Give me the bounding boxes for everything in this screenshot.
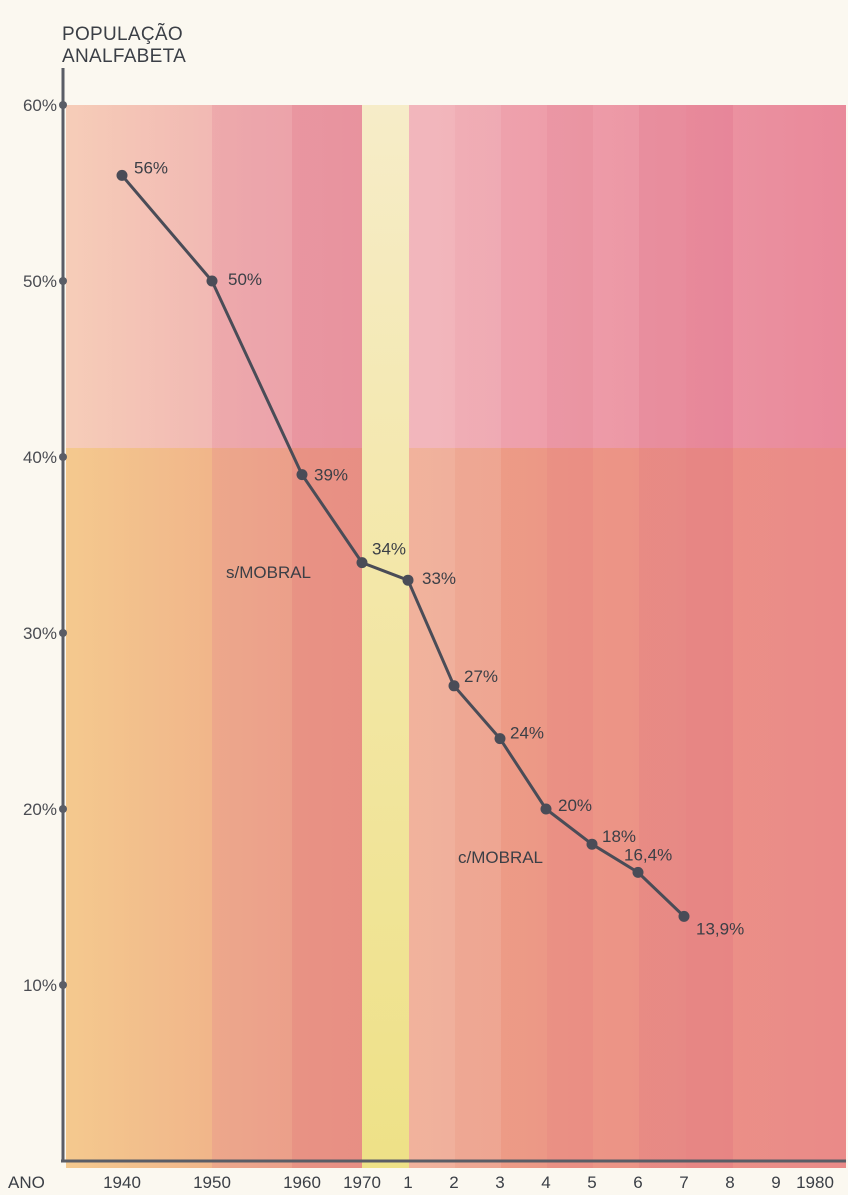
y-tick-mark-1 <box>59 805 67 813</box>
annotation-com-mobral: c/MOBRAL <box>458 848 543 867</box>
data-label-1973: 24% <box>510 724 544 743</box>
stripe-1972 <box>455 105 501 1168</box>
annotation-sem-mobral: s/MOBRAL <box>226 563 311 582</box>
x-tick-label-8: 5 <box>587 1173 596 1192</box>
band-1970 <box>362 105 409 1168</box>
point-1970 <box>356 557 368 569</box>
y-tick-label-4: 50% <box>23 272 57 291</box>
x-tick-label-0: 1940 <box>103 1173 141 1192</box>
point-1976 <box>632 866 644 878</box>
x-axis-label: ANO <box>8 1173 45 1192</box>
chart-title: POPULAÇÃO ANALFABETA <box>62 23 186 67</box>
x-tick-label-11: 8 <box>725 1173 734 1192</box>
point-1971 <box>402 574 414 586</box>
y-tick-label-0: 10% <box>23 976 57 995</box>
stripe-1974 <box>547 105 593 1168</box>
y-tick-mark-4 <box>59 277 67 285</box>
y-tick-mark-0 <box>59 981 67 989</box>
stripe-1976 <box>639 105 686 1168</box>
data-label-1975: 18% <box>602 827 636 846</box>
data-label-1972: 27% <box>464 667 498 686</box>
x-tick-label-10: 7 <box>679 1173 688 1192</box>
point-1974 <box>540 803 552 815</box>
x-tick-label-1: 1950 <box>193 1173 231 1192</box>
x-tick-label-4: 1 <box>403 1173 412 1192</box>
data-label-1940: 56% <box>134 158 168 177</box>
x-tick-label-6: 3 <box>495 1173 504 1192</box>
stripe-1977 <box>686 105 733 1168</box>
x-tick-label-9: 6 <box>633 1173 642 1192</box>
y-tick-mark-3 <box>59 453 67 461</box>
y-tick-label-3: 40% <box>23 448 57 467</box>
background-lower <box>66 448 846 1168</box>
y-tick-mark-2 <box>59 629 67 637</box>
y-tick-label-2: 30% <box>23 624 57 643</box>
data-points <box>116 169 690 922</box>
data-label-1960: 39% <box>314 466 348 485</box>
axes <box>61 68 846 1163</box>
data-label-1970: 34% <box>372 540 406 559</box>
x-tick-label-13: 1980 <box>796 1173 834 1192</box>
point-1940 <box>116 169 128 181</box>
x-tick-label-5: 2 <box>449 1173 458 1192</box>
annotations: s/MOBRAL c/MOBRAL <box>226 563 543 867</box>
y-tick-label-5: 60% <box>23 96 57 115</box>
stripe-1960s <box>292 105 362 1168</box>
x-tick-label-7: 4 <box>541 1173 550 1192</box>
data-label-1977: 13,9% <box>696 919 744 938</box>
x-ticks: ANO 1940 1950 1960 1970 1 2 3 4 5 6 7 8 9 1980 <box>8 1173 834 1192</box>
data-label-1950: 50% <box>228 270 262 289</box>
stripe-1950s <box>212 105 292 1168</box>
data-label-1971: 33% <box>422 569 456 588</box>
point-1972 <box>448 680 460 692</box>
data-label-1976: 16,4% <box>624 845 672 864</box>
y-tick-mark-5 <box>59 101 67 109</box>
background-upper <box>66 105 846 448</box>
point-1950 <box>206 275 218 287</box>
chart-background <box>66 105 846 1168</box>
title-line-2: ANALFABETA <box>62 46 186 67</box>
data-labels: 56% 50% 39% 34% 33% 27% 24% 20% 18%16,4% 13,9% <box>134 158 744 938</box>
x-tick-label-12: 9 <box>771 1173 780 1192</box>
y-ticks: 10% 20% 30% 40% 50% 60% <box>23 96 67 995</box>
point-1960 <box>296 469 308 481</box>
point-1977 <box>678 910 690 922</box>
data-label-1974: 20% <box>558 796 592 815</box>
y-tick-label-1: 20% <box>23 800 57 819</box>
x-tick-label-2: 1960 <box>283 1173 321 1192</box>
point-1973 <box>494 733 506 745</box>
point-1975 <box>586 838 598 850</box>
x-tick-label-3: 1970 <box>343 1173 381 1192</box>
title-line-1: POPULAÇÃO <box>62 23 183 45</box>
